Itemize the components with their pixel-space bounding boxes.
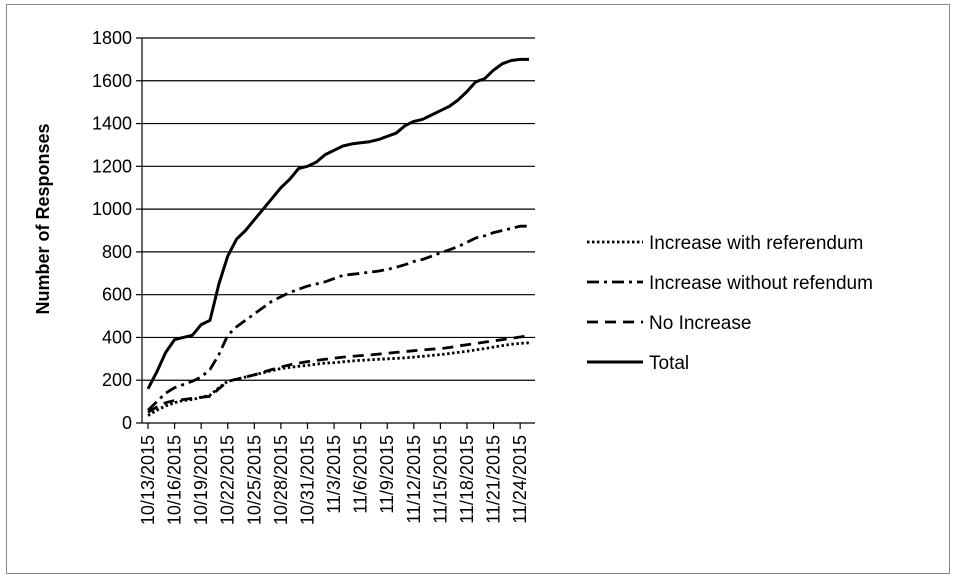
y-tick-label: 0 <box>122 413 132 433</box>
x-tick-label: 11/21/2015 <box>484 435 504 524</box>
legend: Increase with referendum Increase without… <box>587 233 873 374</box>
y-tick-label: 200 <box>102 370 132 390</box>
y-tick-label: 600 <box>102 285 132 305</box>
legend-label: Increase without refendum <box>649 273 873 294</box>
x-tick-label: 11/6/2015 <box>351 435 371 514</box>
y-tick-label: 1400 <box>92 114 132 134</box>
legend-label: Total <box>649 353 689 374</box>
series-lines <box>146 57 530 417</box>
x-tick-label: 10/25/2015 <box>244 435 264 525</box>
chart-frame: 0 200 400 600 800 1000 1200 1400 1600 1800 10/13/… <box>6 4 950 574</box>
series-line-total <box>146 57 529 390</box>
series-line-increase-with-referendum <box>147 341 530 417</box>
x-tick-label: 11/9/2015 <box>377 435 397 514</box>
x-tick-label: 11/12/2015 <box>404 435 424 524</box>
y-tick-label: 400 <box>102 327 132 347</box>
x-tick-label: 10/13/2015 <box>138 435 158 525</box>
gridlines <box>142 37 535 381</box>
legend-label: Increase with referendum <box>649 233 863 254</box>
y-tick-label: 1200 <box>92 156 132 176</box>
x-tick-label: 10/31/2015 <box>297 435 317 525</box>
x-tick-label: 11/24/2015 <box>510 435 530 524</box>
x-tick-labels: 10/13/2015 10/16/2015 10/19/2015 10/22/2015… <box>138 435 530 525</box>
x-tick-label: 10/19/2015 <box>191 435 211 525</box>
y-tick-label: 1800 <box>92 28 132 48</box>
y-tick-labels: 0 200 400 600 800 1000 1200 1400 1600 1800 <box>92 28 132 433</box>
x-tick-label: 11/15/2015 <box>430 435 450 524</box>
axes <box>136 37 535 429</box>
series-line-increase-without-refendum <box>147 224 529 412</box>
x-tick-label: 11/3/2015 <box>324 435 344 514</box>
x-tick-label: 10/22/2015 <box>218 435 238 525</box>
x-tick-label: 10/28/2015 <box>271 435 291 525</box>
y-tick-label: 1600 <box>92 71 132 91</box>
legend-label: No Increase <box>649 313 751 334</box>
y-axis-title: Number of Responses <box>33 123 53 314</box>
y-tick-label: 800 <box>102 242 132 262</box>
series-line-no-increase <box>147 334 530 414</box>
line-chart: 0 200 400 600 800 1000 1200 1400 1600 1800 10/13/… <box>33 28 873 525</box>
x-tick-label: 11/18/2015 <box>457 435 477 524</box>
y-tick-label: 1000 <box>92 199 132 219</box>
x-tick-label: 10/16/2015 <box>165 435 185 525</box>
